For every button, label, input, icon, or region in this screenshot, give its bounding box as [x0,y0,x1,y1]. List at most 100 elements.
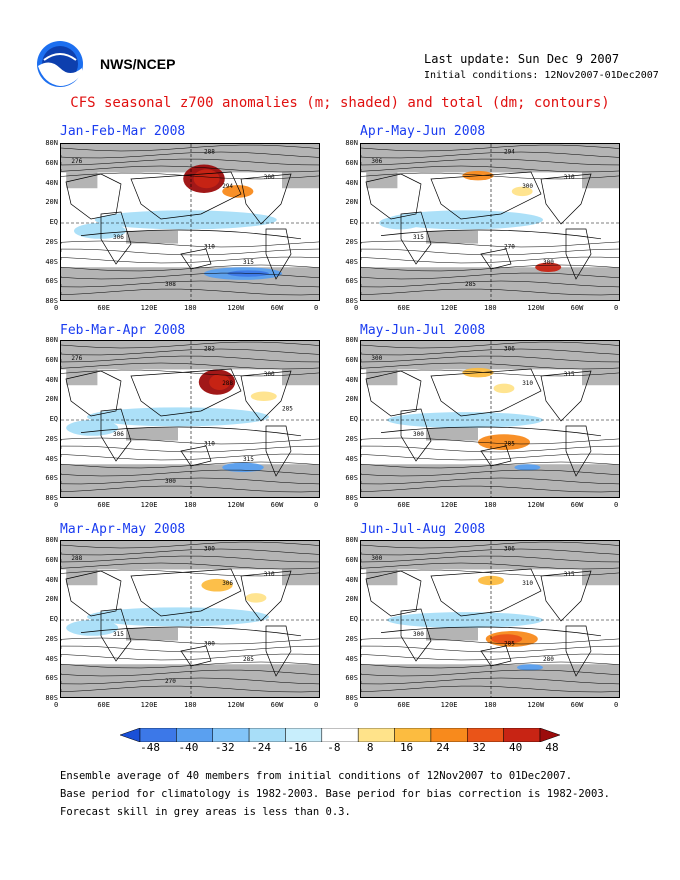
low-skill-area [426,230,478,244]
colorbar-segment [176,728,213,742]
contour-line [61,165,319,173]
contour-line [361,685,619,693]
contour-line [361,569,619,577]
contour-line [61,645,319,653]
longitude-label: 0 [54,701,59,709]
low-skill-area [582,569,619,586]
panel-title: Mar-Apr-May 2008 [60,522,186,537]
contour-line [361,562,619,570]
longitude-label: 120E [440,304,458,312]
contour-line [61,661,319,669]
longitude-label: 120W [227,501,245,509]
longitude-label: 60E [97,501,110,509]
coastline [540,173,592,225]
colorbar-label: 8 [366,741,374,754]
latitude-label: EQ [349,218,358,226]
contour-line [61,151,319,159]
figure-title: CFS seasonal z700 anomalies (m; shaded) … [70,95,610,111]
anomaly-shading [493,383,515,394]
coastline [240,173,292,225]
contour-label: 310 [204,440,215,447]
colorbar-segment [503,728,541,742]
latitude-label: 40S [345,454,358,463]
contour-label: 300 [522,183,533,190]
anomaly-shading [66,420,119,436]
longitude-label: 60E [397,501,410,509]
low-skill-area [361,541,619,570]
anomaly-shading [478,575,504,586]
longitude-label: 0 [354,304,359,312]
contour-line [361,637,619,645]
latitude-label: 40S [45,257,58,266]
anomaly-map: 300 306 310 315 300 285 [360,340,620,498]
contour-label: 300 [264,174,275,181]
contour-label: 306 [222,580,233,587]
contour-line [61,240,319,248]
contour-label: 310 [204,243,215,250]
latitude-label: 60N [45,355,58,364]
contour-line [361,477,619,485]
footer-line-ensemble: Ensemble average of 40 members from init… [60,770,573,782]
coastline [540,370,592,422]
latitude-label: 80S [45,694,58,702]
low-skill-area [126,230,178,244]
latitude-label: 20N [45,595,58,604]
contour-line [61,264,319,272]
contour-line [361,256,619,264]
colorbar-label: -32 [214,741,235,754]
latitude-label: 40N [345,375,358,384]
contour-line [361,248,619,256]
coastline [65,173,122,220]
contour-line [61,348,319,356]
coastline [565,228,592,280]
coastline [130,568,242,617]
colorbar-label: -16 [287,741,308,754]
low-skill-area [61,464,319,497]
latitude-label: EQ [49,218,58,226]
anomaly-shading [87,407,269,427]
coastline [400,211,432,265]
coastline [130,171,242,220]
contour-line [361,369,619,377]
anomaly-shading [387,210,543,230]
longitude-label: 180 [184,701,197,709]
low-skill-area [582,172,619,189]
contour-label: 300 [204,545,215,552]
coastline [540,570,592,622]
latitude-label: 80N [345,336,358,344]
contour-line [361,437,619,445]
coastline [180,645,212,667]
contour-label: 306 [504,345,515,352]
anomaly-shading [222,185,254,198]
coastline [100,211,132,265]
latitude-label: 20S [45,434,58,443]
contour-label: 300 [413,431,424,438]
anomaly-shading [201,578,233,592]
anomaly-map: 276 288 294 300 306 310 315 308 [60,143,320,301]
contour-line [361,555,619,563]
longitude-label: 0 [614,501,619,509]
longitude-label: 180 [184,501,197,509]
low-skill-area [61,341,319,370]
colorbar-label: 24 [436,741,450,754]
coastline [400,608,432,662]
latitude-label: 60N [45,158,58,167]
latitude-label: 20S [45,634,58,643]
noaa-logo-icon [37,41,83,87]
colorbar-segment [120,728,141,742]
contour-line [61,569,319,577]
latitude-label: 60N [345,355,358,364]
low-skill-area [61,664,319,697]
latitude-label: EQ [49,415,58,423]
colorbar-label: -8 [327,741,341,754]
coastline [130,368,242,417]
contour-label: 300 [543,259,554,266]
anomaly-map: 300 306 310 315 300 285 280 [360,540,620,698]
contour-line [61,477,319,485]
contour-line [361,453,619,461]
coastline [65,370,122,417]
contour-line [361,280,619,288]
latitude-label: 80S [345,694,358,702]
contour-label: 285 [243,656,254,663]
contour-label: 306 [371,158,382,165]
